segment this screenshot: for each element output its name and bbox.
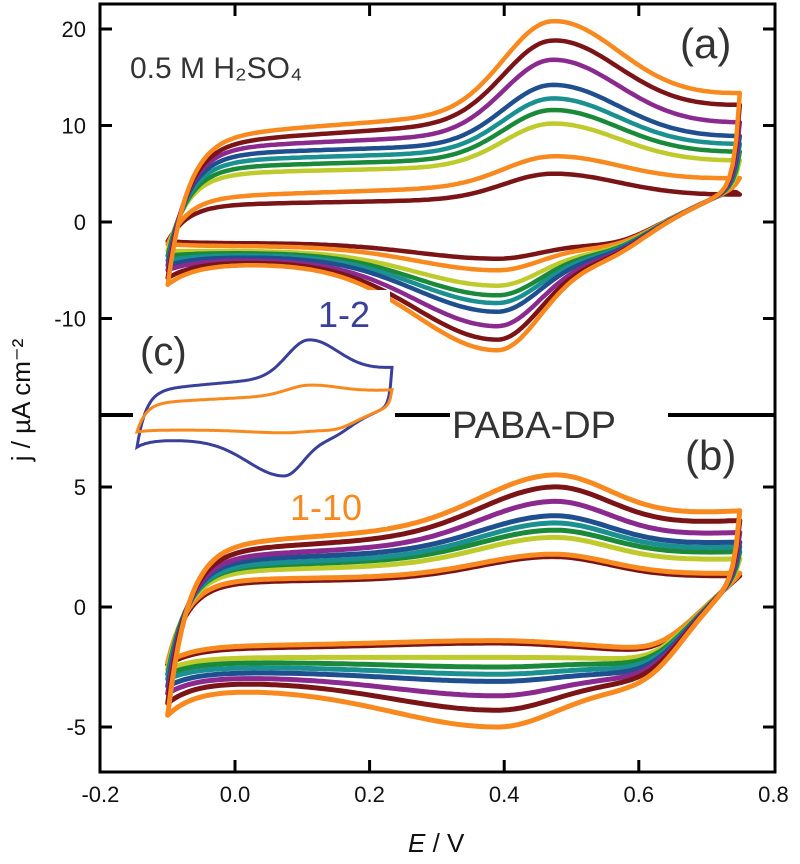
plot-frame xyxy=(98,2,777,774)
panel-b-curves xyxy=(165,472,743,730)
x-tick-label: 0.0 xyxy=(220,782,251,807)
inset-cv-curve-2 xyxy=(134,383,394,435)
y-tick-label: 10 xyxy=(62,114,86,139)
cycle-label-bg xyxy=(287,485,387,527)
cv-curve-cycle-2 xyxy=(165,551,743,665)
y-tick-label: -5 xyxy=(66,715,86,740)
cv-curve-cycle-9 xyxy=(165,472,743,730)
x-tick-label: 0.6 xyxy=(624,782,655,807)
axis-ticks: -0.2 0.0 0.2 0.4 0.6 0.8 20 10 0 -10 5 0 -5 xyxy=(54,4,789,807)
electrolyte-annotation: 0.5 M H₂SO₄ xyxy=(130,52,302,85)
y-tick-label: 20 xyxy=(62,17,86,42)
cycle-label-b: 1-10 xyxy=(290,487,362,528)
cycle-label-bg xyxy=(314,290,390,334)
sample-label-bg xyxy=(450,398,666,442)
panel-b-label: (b) xyxy=(685,432,736,479)
panel-a-label: (a) xyxy=(680,20,731,67)
x-tick-label: 0.4 xyxy=(489,782,520,807)
sample-label: PABA-DP xyxy=(452,405,616,447)
y-tick-label: 5 xyxy=(74,475,86,500)
inset-c-curves xyxy=(134,338,394,478)
cv-curve-cycle-9 xyxy=(165,18,743,353)
y-tick-label: 0 xyxy=(74,210,86,235)
x-tick-label: 0.2 xyxy=(354,782,385,807)
inset-c-label: (c) xyxy=(140,330,187,374)
cv-curve-cycle-7 xyxy=(165,57,743,329)
cv-curve-cycle-2 xyxy=(165,154,743,273)
cv-curve-cycle-1 xyxy=(165,171,743,261)
x-tick-label: -0.2 xyxy=(81,782,119,807)
panel-a-curves xyxy=(165,18,743,353)
y-tick-label: -10 xyxy=(54,307,86,332)
x-axis-unit: / V xyxy=(425,828,465,858)
x-axis-label: E / V xyxy=(408,828,465,858)
x-axis-var: E xyxy=(408,828,426,858)
y-axis-label: j / µA cm⁻² xyxy=(6,338,36,462)
y-tick-label: 0 xyxy=(74,595,86,620)
x-tick-label: 0.8 xyxy=(758,782,789,807)
inset-cv-curve-1 xyxy=(134,338,394,478)
cycle-label-a: 1-2 xyxy=(318,294,370,335)
